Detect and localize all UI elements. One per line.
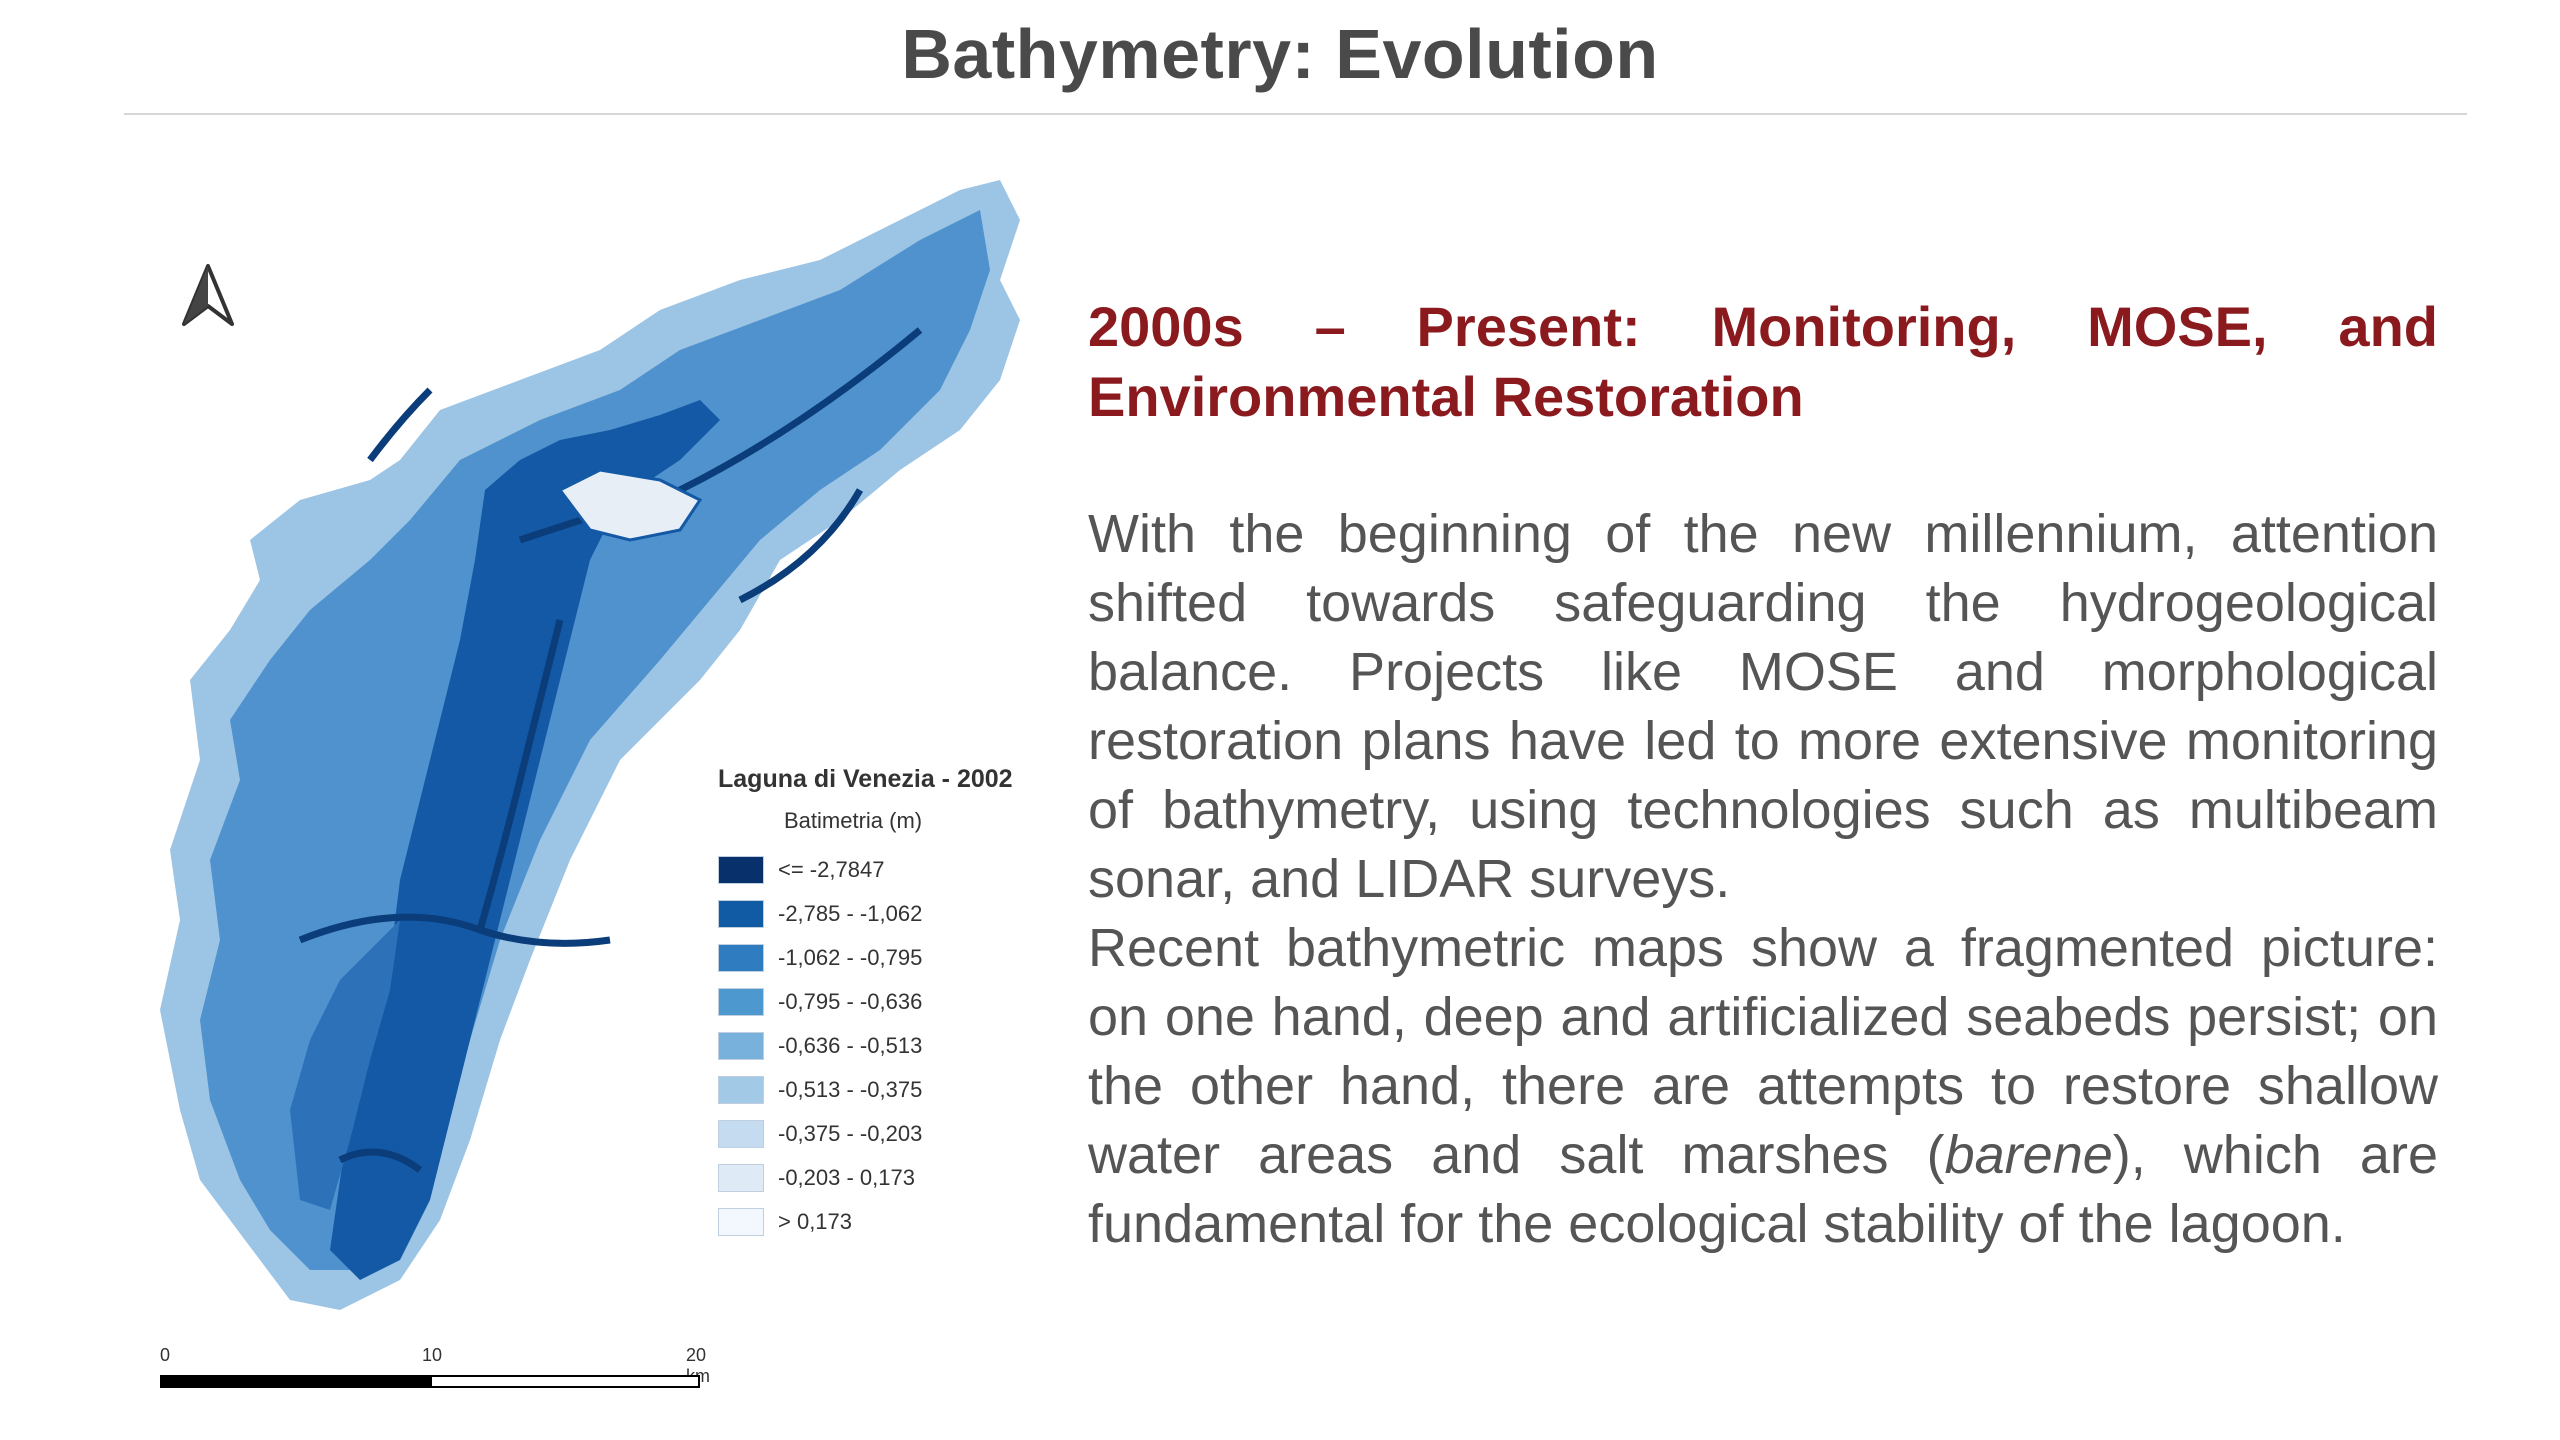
legend-label: -1,062 - -0,795 <box>778 945 923 970</box>
scale-tick-label: 0 <box>160 1345 171 1365</box>
north-arrow-icon <box>182 264 234 326</box>
legend-title: Laguna di Venezia - 2002 <box>718 765 1013 793</box>
legend-label: -0,795 - -0,636 <box>778 989 923 1014</box>
paragraph-2-text-end: ), which are fundamental for the ecologi… <box>1088 1125 2438 1254</box>
scale-tick-label: 10 <box>422 1345 443 1365</box>
legend-label: -0,375 - -0,203 <box>778 1121 923 1146</box>
legend-item: -0,795 - -0,636 <box>718 980 1058 1024</box>
title-divider <box>124 113 2467 115</box>
italic-term-barene: barene <box>1944 1125 2113 1185</box>
legend-item: > 0,173 <box>718 1200 1058 1244</box>
legend-item: <= -2,7847 <box>718 848 1058 892</box>
section-heading: 2000s – Present: Monitoring, MOSE, and E… <box>1088 295 2438 428</box>
lagoon-channels <box>298 327 923 1173</box>
legend-swatch <box>718 1120 764 1148</box>
bathymetry-map: Laguna di Venezia - 2002 Batimetria (m) … <box>140 160 1040 1420</box>
slide-title: Bathymetry: Evolution <box>901 15 1659 93</box>
legend-label: -0,203 - 0,173 <box>778 1165 915 1190</box>
legend-swatch <box>718 900 764 928</box>
lagoon-inner-deep <box>290 920 400 1210</box>
paragraph-2-text-start: Recent bathymetric maps show a fragmente… <box>1088 918 2438 1185</box>
legend-swatch <box>718 988 764 1016</box>
legend-item: -1,062 - -0,795 <box>718 936 1058 980</box>
legend-swatch <box>718 856 764 884</box>
legend-label: <= -2,7847 <box>778 857 885 882</box>
legend-label: -2,785 - -1,062 <box>778 901 923 926</box>
legend-item: -0,636 - -0,513 <box>718 1024 1058 1068</box>
lagoon-deep-basin <box>330 400 720 1280</box>
body-paragraph-2: Recent bathymetric maps show a fragmente… <box>1088 914 2438 1259</box>
legend-swatch <box>718 1076 764 1104</box>
legend-swatch <box>718 1164 764 1192</box>
legend-label: -0,636 - -0,513 <box>778 1033 923 1058</box>
map-legend: Laguna di Venezia - 2002 Batimetria (m) … <box>718 765 1058 1244</box>
legend-item: -0,375 - -0,203 <box>718 1112 1058 1156</box>
legend-swatch <box>718 1208 764 1236</box>
legend-swatch <box>718 944 764 972</box>
legend-item: -0,513 - -0,375 <box>718 1068 1058 1112</box>
lagoon-map-graphic <box>160 180 1020 1310</box>
map-scale-bar: 0 10 20 km <box>160 1345 710 1405</box>
legend-subtitle: Batimetria (m) <box>784 808 923 833</box>
legend-label: -0,513 - -0,375 <box>778 1077 923 1102</box>
scale-segment-black <box>160 1375 430 1388</box>
legend-swatch <box>718 1032 764 1060</box>
legend-item: -0,203 - 0,173 <box>718 1156 1058 1200</box>
content-panel: 2000s – Present: Monitoring, MOSE, and E… <box>1088 292 2438 1259</box>
venice-islands <box>557 468 703 542</box>
legend-label: > 0,173 <box>778 1209 853 1234</box>
legend-item: -2,785 - -1,062 <box>718 892 1058 936</box>
body-paragraph-1: With the beginning of the new millennium… <box>1088 504 2438 909</box>
scale-segment-white <box>430 1375 700 1388</box>
